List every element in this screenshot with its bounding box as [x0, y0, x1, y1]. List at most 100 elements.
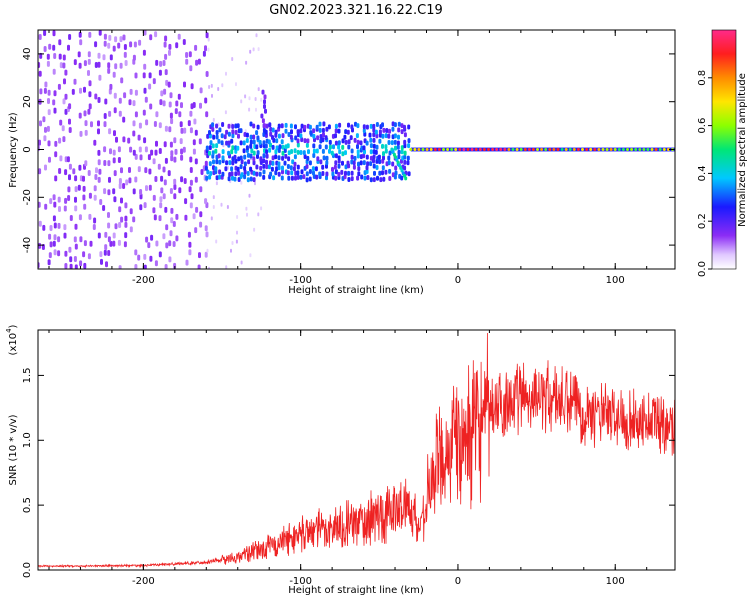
heatmap-cell: [66, 156, 70, 163]
heatmap-cell: [103, 121, 107, 128]
heatmap-cell: [403, 132, 407, 138]
heatmap-cell: [321, 148, 325, 154]
colorbar-tick-label: 0.2: [697, 213, 708, 229]
heatmap-cell: [84, 129, 88, 136]
heatmap-cell: [316, 156, 320, 162]
heatmap-cell: [318, 144, 322, 150]
heatmap-cell: [49, 241, 53, 248]
heatmap-cell: [236, 215, 239, 219]
heatmap-cell: [221, 122, 225, 127]
heatmap-cell: [388, 128, 391, 134]
heatmap-cell: [168, 240, 172, 247]
heatmap-cell: [482, 148, 486, 151]
heatmap-cell: [189, 202, 193, 209]
heatmap-cell: [145, 185, 148, 192]
heatmap-cell: [286, 143, 290, 149]
heatmap-cell: [208, 161, 212, 167]
heatmap-cell: [289, 123, 293, 129]
heatmap-cell: [300, 123, 304, 129]
heatmap-cell: [409, 148, 413, 151]
heatmap-cell: [208, 150, 211, 156]
heatmap-cell: [120, 197, 123, 204]
heatmap-cell: [74, 243, 78, 250]
heatmap-cell: [215, 181, 218, 186]
heatmap-cell: [523, 148, 527, 151]
heatmap-cell: [630, 148, 634, 151]
heatmap-cell: [214, 148, 218, 154]
heatmap-cell: [269, 126, 273, 132]
heatmap-cell: [118, 265, 122, 269]
heatmap-cell: [249, 253, 252, 258]
heatmap-cell: [292, 166, 296, 172]
heatmap-cell: [325, 160, 329, 166]
heatmap-cell: [291, 159, 295, 165]
heatmap-cell: [245, 60, 248, 65]
heatmap-cell: [79, 39, 83, 46]
heatmap-cell: [212, 117, 215, 122]
heatmap-cell: [548, 148, 552, 151]
heatmap-cell: [168, 126, 172, 133]
heatmap-cell: [258, 171, 262, 177]
heatmap-cell: [421, 148, 425, 151]
heatmap-cell: [108, 34, 112, 41]
heatmap-cell: [118, 222, 122, 228]
heatmap-cell: [187, 120, 191, 127]
heatmap-cell: [164, 53, 168, 60]
heatmap-cell: [337, 163, 341, 169]
heatmap-cell: [137, 166, 141, 173]
heatmap-cell: [255, 171, 259, 177]
heatmap-cell: [227, 140, 231, 146]
heatmap-cell: [188, 186, 192, 193]
heatmap-cell: [221, 171, 225, 177]
heatmap-cell: [658, 148, 662, 151]
heatmap-cell: [359, 154, 363, 160]
heatmap-cell: [387, 133, 391, 139]
heatmap-cell: [52, 30, 56, 37]
heatmap-cell: [120, 216, 124, 223]
y-tick-label: 40: [22, 48, 33, 61]
heatmap-cell: [63, 205, 67, 212]
heatmap-cell: [210, 83, 213, 88]
heatmap-cell: [172, 241, 176, 247]
heatmap-cell: [244, 94, 247, 99]
heatmap-cell: [344, 164, 348, 170]
heatmap-cell: [173, 262, 177, 269]
heatmap-cell: [39, 88, 43, 95]
heatmap-cell: [43, 30, 47, 36]
heatmap-cell: [281, 144, 285, 150]
heatmap-cell: [82, 194, 86, 201]
heatmap-cell: [143, 63, 147, 70]
snr-frame: [37, 329, 676, 571]
heatmap-cell: [58, 168, 62, 174]
heatmap-cell: [381, 143, 384, 149]
heatmap-cell: [79, 260, 83, 267]
heatmap-cell: [205, 71, 209, 77]
heatmap-cell: [114, 36, 118, 43]
heatmap-cell: [407, 143, 411, 149]
heatmap-cell: [82, 175, 85, 182]
heatmap-cell: [646, 148, 650, 151]
heatmap-cell: [53, 222, 57, 229]
heatmap-cell: [127, 137, 131, 144]
heatmap-cell: [38, 62, 41, 68]
heatmap-cell: [254, 181, 256, 186]
heatmap-cell: [312, 148, 316, 154]
heatmap-cell: [263, 99, 266, 105]
heatmap-cell: [94, 174, 98, 180]
heatmap-cell: [173, 178, 177, 185]
heatmap-cell: [139, 154, 143, 161]
heatmap-cell: [277, 171, 281, 177]
heatmap-cell: [204, 160, 208, 167]
heatmap-cell: [46, 53, 50, 60]
heatmap-cell: [357, 166, 361, 172]
heatmap-cell: [83, 60, 87, 67]
heatmap-cell: [159, 202, 163, 209]
heatmap-cell: [363, 149, 366, 155]
heatmap-cell: [134, 72, 138, 79]
heatmap-cell: [58, 137, 62, 144]
heatmap-cell: [67, 186, 71, 193]
heatmap-cell: [188, 249, 192, 256]
heatmap-cell: [84, 160, 88, 167]
heatmap-cell: [249, 134, 253, 140]
heatmap-cell: [362, 145, 366, 151]
